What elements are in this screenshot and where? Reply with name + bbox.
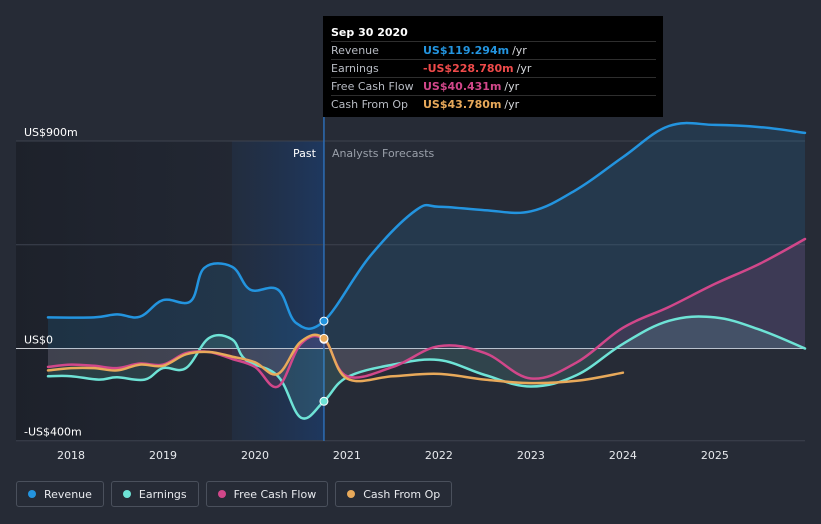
x-tick-label: 2018 bbox=[57, 449, 85, 462]
legend-item-free-cash-flow[interactable]: Free Cash Flow bbox=[205, 481, 329, 507]
tooltip-value: US$40.431m bbox=[423, 80, 502, 93]
tooltip-value: US$43.780m bbox=[423, 98, 502, 111]
legend-label: Cash From Op bbox=[363, 487, 441, 501]
x-tick-label: 2021 bbox=[333, 449, 361, 462]
x-tick-label: 2022 bbox=[425, 449, 453, 462]
x-tick-label: 2023 bbox=[517, 449, 545, 462]
cash-from-op-marker bbox=[319, 333, 329, 343]
tooltip-label: Free Cash Flow bbox=[331, 80, 414, 93]
x-tick-label: 2025 bbox=[701, 449, 729, 462]
legend-label: Free Cash Flow bbox=[233, 487, 317, 501]
tooltip-row-cash-from-op: Cash From Op US$43.780m /yr bbox=[331, 95, 656, 113]
tooltip-unit: /yr bbox=[516, 62, 532, 75]
earnings-line bbox=[46, 315, 807, 420]
tooltip-row-earnings: Earnings -US$228.780m /yr bbox=[331, 59, 656, 77]
tooltip-unit: /yr bbox=[512, 44, 527, 57]
tooltip-row-free-cash-flow: Free Cash Flow US$40.431m /yr bbox=[331, 77, 656, 95]
earnings-dot-icon bbox=[122, 490, 131, 498]
legend-label: Revenue bbox=[44, 487, 92, 501]
legend: Revenue Earnings Free Cash Flow Cash Fro… bbox=[16, 481, 453, 507]
tooltip-label: Earnings bbox=[331, 62, 379, 75]
revenue-area bbox=[48, 123, 805, 349]
tooltip-row-revenue: Revenue US$119.294m /yr bbox=[331, 41, 656, 59]
forecast-label: Analysts Forecasts bbox=[332, 147, 435, 160]
cash-from-op-dot-icon bbox=[347, 490, 356, 498]
legend-item-earnings[interactable]: Earnings bbox=[110, 481, 199, 507]
y-axis-label: US$0 bbox=[24, 334, 53, 347]
x-tick-label: 2019 bbox=[149, 449, 177, 462]
tooltip-unit: /yr bbox=[504, 80, 520, 93]
tooltip-unit: /yr bbox=[504, 98, 520, 111]
legend-label: Earnings bbox=[138, 487, 187, 501]
earnings-marker bbox=[319, 396, 329, 406]
legend-item-cash-from-op[interactable]: Cash From Op bbox=[335, 481, 453, 507]
revenue-dot-icon bbox=[28, 490, 36, 498]
tooltip-date: Sep 30 2020 bbox=[331, 26, 408, 39]
free-cash-flow-dot-icon bbox=[217, 490, 226, 498]
tooltip-value: -US$228.780m bbox=[423, 62, 514, 75]
tooltip-label: Cash From Op bbox=[331, 98, 409, 111]
earnings-area bbox=[48, 316, 805, 419]
x-tick-label: 2020 bbox=[241, 449, 269, 462]
cash-from-op-line bbox=[46, 333, 625, 385]
legend-item-revenue[interactable]: Revenue bbox=[16, 481, 104, 507]
revenue-marker bbox=[319, 316, 329, 326]
tooltip: Sep 30 2020 Revenue US$119.294m /yr Earn… bbox=[323, 16, 663, 117]
free-cash-flow-area bbox=[48, 239, 805, 388]
past-label: Past bbox=[293, 147, 317, 160]
tooltip-value: US$119.294m bbox=[423, 44, 510, 57]
tooltip-label: Revenue bbox=[331, 44, 379, 57]
y-axis-label: -US$400m bbox=[24, 426, 82, 439]
x-tick-label: 2024 bbox=[609, 449, 637, 462]
y-axis-label: US$900m bbox=[24, 126, 78, 139]
